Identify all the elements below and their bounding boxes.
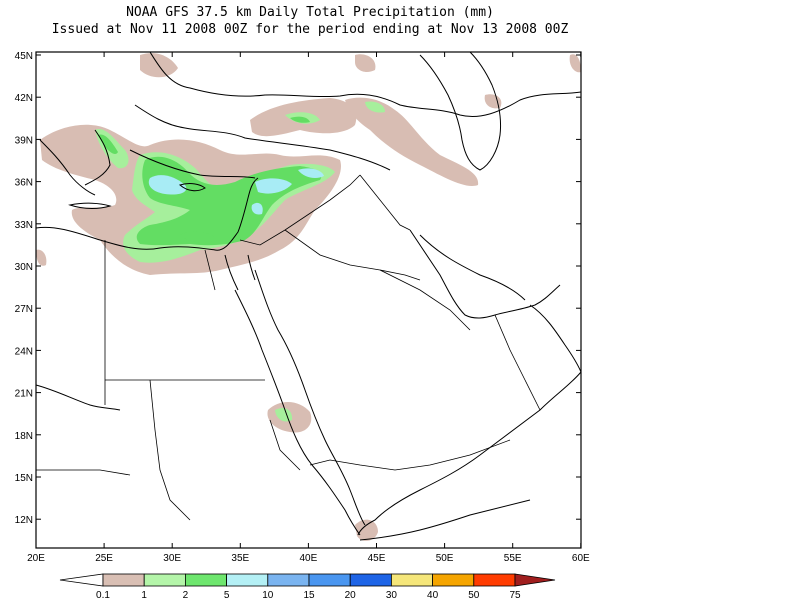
lat-label: 33N xyxy=(15,220,33,231)
lon-label: 35E xyxy=(231,553,249,564)
lon-label: 45E xyxy=(368,553,386,564)
lat-label: 42N xyxy=(15,93,33,104)
coastlines xyxy=(35,51,582,541)
colorbar-label: 40 xyxy=(427,590,439,600)
lon-label: 30E xyxy=(163,553,181,564)
lat-label: 21N xyxy=(15,389,33,400)
borders xyxy=(36,174,541,521)
colorbar-arrow-right xyxy=(514,573,556,587)
colorbar-swatch xyxy=(226,573,269,587)
colorbar: 0.1 1 2 5 10 15 20 30 40 50 75 xyxy=(59,573,556,600)
colorbar-swatch xyxy=(267,573,310,587)
colorbar-label: 5 xyxy=(224,590,230,600)
colorbar-label: 10 xyxy=(262,590,274,600)
lon-label: 20E xyxy=(27,553,45,564)
lat-label: 27N xyxy=(15,304,33,315)
latitude-axis: 45N 42N 39N 36N 33N 30N 27N 24N 21N 18N 15N 12N xyxy=(15,51,581,526)
colorbar-swatch xyxy=(473,573,516,587)
colorbar-label: 30 xyxy=(386,590,398,600)
precip-areas xyxy=(36,53,581,541)
colorbar-swatch xyxy=(349,573,392,587)
colorbar-label: 15 xyxy=(303,590,315,600)
colorbar-swatch xyxy=(390,573,433,587)
colorbar-label: 2 xyxy=(183,590,189,600)
lon-label: 55E xyxy=(504,553,522,564)
longitude-axis: 20E 25E 30E 35E 40E 45E 50E 55E 60E xyxy=(27,52,590,564)
lon-label: 60E xyxy=(572,553,590,564)
colorbar-swatch xyxy=(308,573,351,587)
lat-label: 45N xyxy=(15,51,33,62)
colorbar-label: 50 xyxy=(468,590,480,600)
colorbar-swatch xyxy=(432,573,475,587)
lon-label: 50E xyxy=(436,553,454,564)
colorbar-label: 0.1 xyxy=(96,590,110,600)
lat-label: 15N xyxy=(15,473,33,484)
lat-label: 12N xyxy=(15,515,33,526)
colorbar-label: 75 xyxy=(509,590,521,600)
colorbar-swatch xyxy=(184,573,227,587)
lon-label: 25E xyxy=(95,553,113,564)
colorbar-arrow-left xyxy=(59,573,104,587)
lat-label: 36N xyxy=(15,178,33,189)
map-subtitle: Issued at Nov 11 2008 00Z for the period… xyxy=(51,22,569,37)
lat-label: 24N xyxy=(15,346,33,357)
lat-label: 30N xyxy=(15,262,33,273)
colorbar-swatch xyxy=(143,573,186,587)
colorbar-label: 1 xyxy=(141,590,147,600)
colorbar-label: 20 xyxy=(345,590,357,600)
colorbar-swatch xyxy=(102,573,145,587)
lon-label: 40E xyxy=(300,553,318,564)
lat-label: 39N xyxy=(15,135,33,146)
map-title: NOAA GFS 37.5 km Daily Total Precipitati… xyxy=(126,5,494,20)
lat-label: 18N xyxy=(15,431,33,442)
